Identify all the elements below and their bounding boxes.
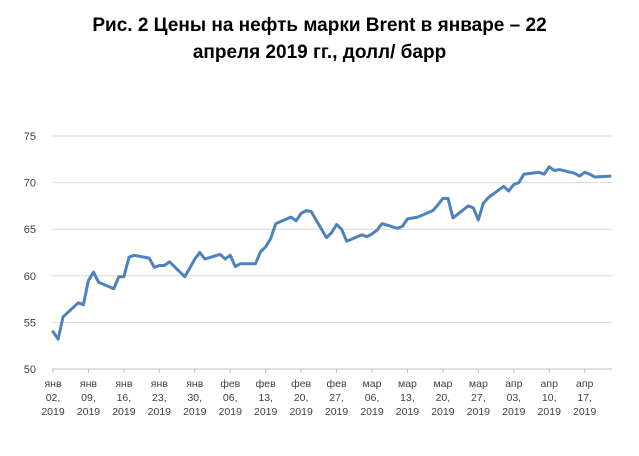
x-tick-label: апр <box>576 378 594 390</box>
x-tick-label: 2019 <box>254 406 278 418</box>
y-axis-tick-labels: 50 55 60 65 70 75 <box>24 131 36 376</box>
x-tick-label: 09, <box>81 392 96 404</box>
x-tick-label: мар <box>363 378 382 390</box>
x-tick-label: апр <box>541 378 559 390</box>
series-layer <box>51 165 612 341</box>
x-tick-label: мар <box>433 378 452 390</box>
chart-title: Рис. 2 Цены на нефть марки Brent в январ… <box>0 12 639 66</box>
x-tick-label: 2019 <box>502 406 526 418</box>
y-tick-label: 70 <box>24 178 36 190</box>
x-tick-label: апр <box>505 378 523 390</box>
grid-lines <box>52 135 612 370</box>
x-tick-label: 2019 <box>219 406 243 418</box>
x-tick-label: 2019 <box>573 406 597 418</box>
chart-title-line-1: Рис. 2 Цены на нефть марки Brent в январ… <box>92 15 547 36</box>
x-tick-label: фев <box>291 378 311 390</box>
y-tick-label: 65 <box>24 224 36 236</box>
x-tick-label: 20, <box>294 392 309 404</box>
x-tick-label: 2019 <box>148 406 172 418</box>
x-tick-label: 2019 <box>360 406 384 418</box>
y-tick-label: 50 <box>24 364 36 376</box>
x-tick-label: 27, <box>329 392 344 404</box>
x-tick-label: 10, <box>542 392 557 404</box>
x-tick-label: фев <box>327 378 347 390</box>
x-tick-label: 13, <box>400 392 415 404</box>
x-tick-label: янв <box>151 378 168 390</box>
x-tick-label: фев <box>256 378 276 390</box>
x-tick-label: янв <box>115 378 132 390</box>
x-tick-label: 13, <box>258 392 273 404</box>
x-tick-label: 2019 <box>538 406 562 418</box>
x-tick-label: 2019 <box>325 406 349 418</box>
x-tick-label: 2019 <box>289 406 313 418</box>
chart-title-line-2: апреля 2019 гг., долл/ барр <box>192 42 447 63</box>
x-tick-label: мар <box>469 378 488 390</box>
x-tick-label: 20, <box>436 392 451 404</box>
y-tick-label: 60 <box>24 271 36 283</box>
x-tick-label: 2019 <box>396 406 420 418</box>
x-tick-label: 27, <box>471 392 486 404</box>
x-tick-label: 23, <box>152 392 167 404</box>
x-tick-label: 16, <box>117 392 132 404</box>
x-tick-label: 06, <box>365 392 380 404</box>
x-tick-label: янв <box>44 378 61 390</box>
x-tick-label: 17, <box>577 392 592 404</box>
x-tick-label: 02, <box>46 392 61 404</box>
y-tick-label: 55 <box>24 317 36 329</box>
series-line-brent <box>51 165 612 341</box>
x-tick-label: 03, <box>506 392 521 404</box>
x-axis-tick-labels: янв 02, 2019 янв 09, 2019 янв 16, 2019 янв 23, 2019… <box>41 369 597 418</box>
x-tick-label: 2019 <box>431 406 455 418</box>
x-tick-label: 06, <box>223 392 238 404</box>
x-tick-label: мар <box>398 378 417 390</box>
x-tick-label: 2019 <box>467 406 491 418</box>
y-tick-label: 75 <box>24 131 36 143</box>
x-tick-label: 2019 <box>41 406 65 418</box>
x-tick-label: 2019 <box>77 406 101 418</box>
x-tick-label: 2019 <box>183 406 207 418</box>
x-tick-label: янв <box>80 378 97 390</box>
x-tick-label: фев <box>220 378 240 390</box>
x-tick-label: 2019 <box>112 406 136 418</box>
x-tick-label: янв <box>186 378 203 390</box>
x-tick-label: 30, <box>187 392 202 404</box>
